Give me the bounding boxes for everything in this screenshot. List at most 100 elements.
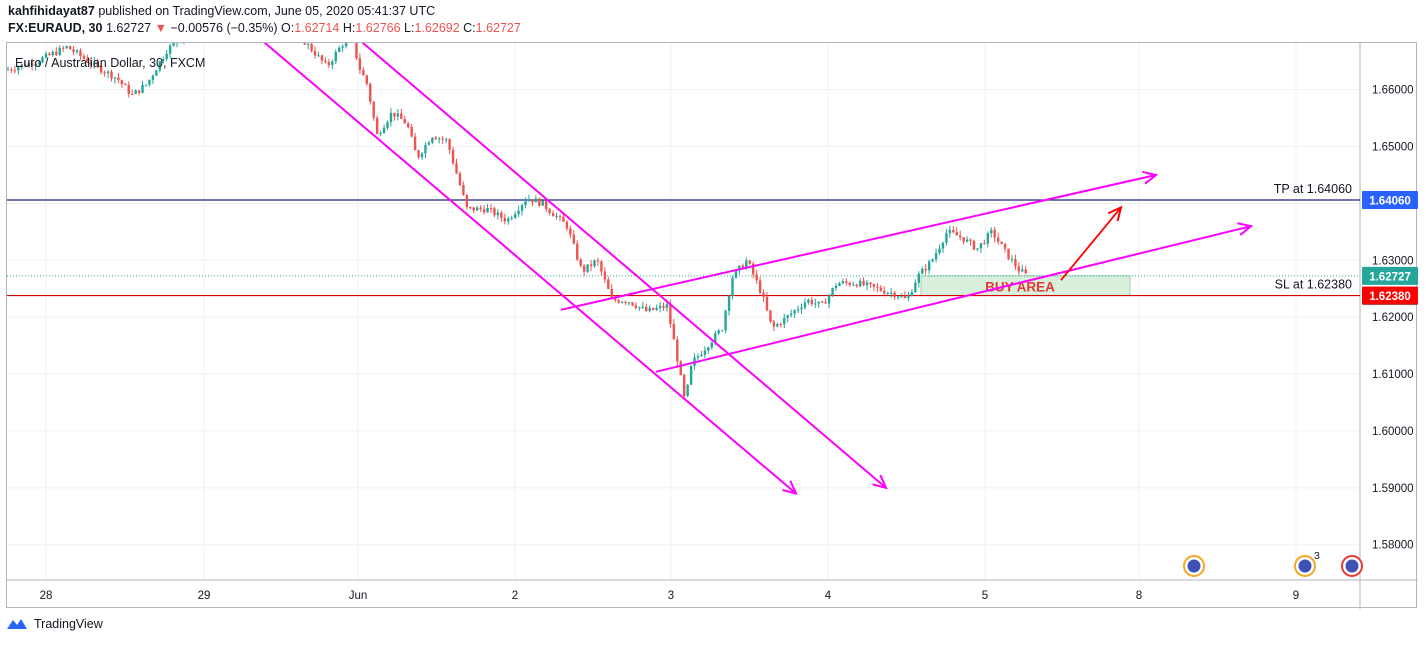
chart-frame[interactable]: 1.660001.650001.640001.630001.620001.610…	[6, 42, 1418, 609]
candle-body	[724, 310, 727, 331]
candle-body	[534, 198, 538, 203]
candle-body	[524, 201, 527, 206]
candle-body	[589, 264, 593, 267]
change-value: −0.00576 (−0.35%)	[170, 21, 278, 35]
candle-body	[865, 282, 869, 286]
candle-body	[451, 149, 455, 164]
price-chart[interactable]: 1.660001.650001.640001.630001.620001.610…	[7, 43, 1418, 609]
candle-body	[676, 339, 679, 362]
candle-body	[917, 273, 920, 283]
candle-body	[714, 333, 717, 343]
candle-body	[786, 315, 789, 318]
candle-body	[669, 304, 672, 324]
target-arrow[interactable]	[1060, 206, 1122, 281]
candle-body	[375, 117, 379, 134]
channel-line-head-icon	[872, 474, 888, 490]
candle-body	[55, 51, 58, 55]
y-tick-label: 1.65000	[1372, 142, 1414, 154]
channel-line-head-icon	[1237, 222, 1254, 236]
candle-body	[68, 46, 72, 50]
chart-title: Euro / Australian Dollar, 30, FXCM	[15, 56, 205, 70]
candle-body	[303, 43, 306, 45]
candle-body	[389, 112, 393, 123]
candle-body	[338, 47, 341, 52]
candle-body	[482, 209, 486, 213]
low-label: L:	[404, 21, 415, 35]
candle-body	[99, 65, 103, 73]
candle-body	[651, 307, 655, 310]
candle-body	[572, 234, 575, 244]
y-tick-label: 1.63000	[1372, 255, 1414, 267]
candle-body	[82, 55, 86, 59]
candle-body	[106, 71, 110, 74]
candle-body	[631, 302, 634, 306]
channel-line-head-icon	[782, 480, 798, 496]
candle-body	[738, 265, 741, 271]
candle-body	[769, 310, 772, 322]
sl-price-badge: 1.62380	[1369, 291, 1411, 303]
close-value: 1.62727	[475, 21, 521, 35]
candle-body	[541, 200, 544, 206]
candle-body	[972, 240, 976, 250]
candle-body	[117, 77, 120, 81]
x-tick-label: 8	[1136, 590, 1142, 602]
candle-body	[420, 153, 424, 158]
candle-body	[662, 305, 665, 308]
current-price-badge: 1.62727	[1369, 271, 1411, 283]
candle-body	[821, 301, 824, 303]
candle-body	[327, 61, 331, 66]
candle-body	[1024, 269, 1027, 274]
candle-body	[17, 67, 20, 71]
channel-line[interactable]	[253, 43, 797, 495]
candle-body	[941, 242, 945, 249]
x-tick-label: Jun	[349, 590, 368, 602]
candle-body	[862, 280, 865, 286]
candle-body	[151, 75, 155, 80]
candle-body	[555, 216, 558, 218]
channel-line[interactable]	[560, 173, 1157, 311]
author-name[interactable]: kahfihidayat87	[8, 4, 95, 18]
candle-body	[427, 142, 431, 145]
candle-body	[959, 235, 962, 238]
candle-body	[748, 260, 751, 264]
candle-body	[641, 306, 644, 308]
candle-body	[424, 144, 427, 154]
candle-body	[634, 305, 638, 308]
candle-body	[462, 185, 465, 195]
candle-body	[306, 43, 310, 45]
candle-body	[476, 207, 479, 211]
candle-body	[758, 280, 762, 293]
open-value: 1.62714	[294, 21, 340, 35]
candle-body	[983, 243, 986, 245]
candle-body	[938, 248, 941, 254]
candle-body	[648, 307, 651, 312]
candle-body	[127, 85, 130, 94]
candle-body	[986, 233, 989, 244]
candle-body	[703, 350, 707, 355]
tradingview-logo-icon	[7, 619, 27, 629]
candle-body	[34, 64, 37, 66]
y-tick-label: 1.60000	[1372, 426, 1414, 438]
buy-area-label: BUY AREA	[985, 280, 1055, 295]
candle-body	[20, 64, 23, 68]
candle-body	[1000, 241, 1003, 245]
candle-body	[562, 216, 565, 222]
candle-body	[341, 46, 344, 48]
candle-body	[993, 229, 996, 238]
candle-body	[827, 295, 831, 304]
candle-body	[952, 229, 955, 233]
candle-body	[448, 139, 451, 150]
candle-body	[776, 324, 779, 327]
change-arrow-icon: ▼	[154, 21, 167, 35]
channel-line[interactable]	[351, 43, 887, 489]
high-label: H:	[342, 21, 356, 35]
candle-body	[324, 60, 327, 62]
x-tick-label: 3	[668, 590, 674, 602]
candle-body	[752, 263, 755, 275]
tp-price-badge-bg	[1362, 191, 1418, 210]
candle-body	[655, 307, 658, 310]
footer-brand[interactable]: TradingView	[34, 617, 103, 631]
channel-line[interactable]	[655, 225, 1252, 373]
candle-body	[7, 69, 10, 71]
close-label: C:	[463, 21, 476, 35]
